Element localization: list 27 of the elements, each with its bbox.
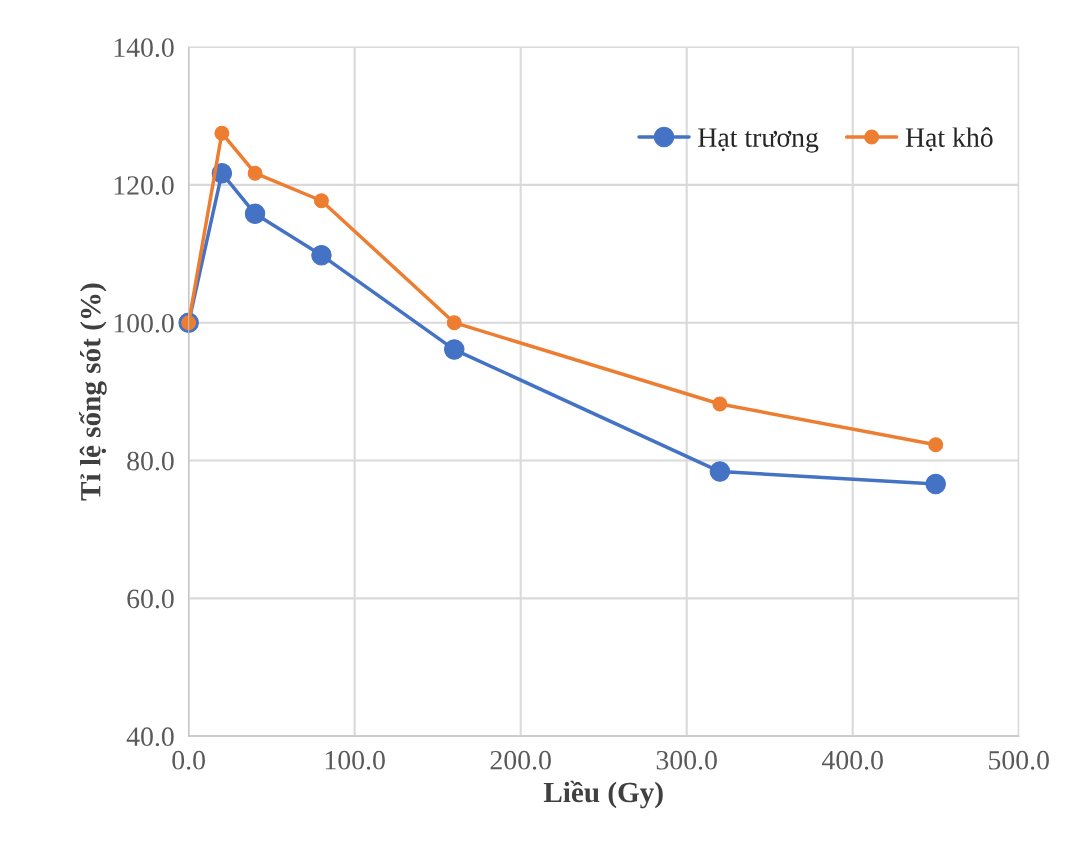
point [928, 437, 944, 453]
point [925, 473, 946, 495]
legend-label: Hạt trương [698, 128, 819, 153]
point [444, 339, 465, 360]
y-tick-label: 140.0 [114, 38, 174, 58]
x-tick-label: 0.0 [172, 750, 205, 770]
x-tick-label: 300.0 [656, 750, 717, 770]
point [247, 165, 263, 181]
x-axis-title: Liều (Gy) [543, 780, 663, 809]
x-tick-label: 500.0 [989, 750, 1049, 770]
y-tick-label: 60.0 [127, 589, 174, 609]
y-tick-label: 80.0 [127, 451, 174, 471]
point [446, 315, 462, 331]
point [709, 461, 731, 482]
y-tick-label: 120.0 [114, 176, 174, 195]
y-tick-label: 100.0 [114, 313, 174, 333]
y-tick-label: 40.0 [126, 727, 174, 747]
point [214, 125, 230, 141]
point [311, 244, 332, 266]
point [712, 396, 728, 412]
x-tick-label: 200.0 [490, 750, 551, 770]
point [314, 193, 329, 209]
y-axis-title: Tỉ lệ sống sót (%) [79, 283, 107, 501]
point [244, 203, 266, 225]
x-tick-label: 400.0 [821, 750, 883, 770]
legend-label: Hạt khô [905, 127, 993, 152]
x-tick-label: 100.0 [325, 750, 385, 770]
